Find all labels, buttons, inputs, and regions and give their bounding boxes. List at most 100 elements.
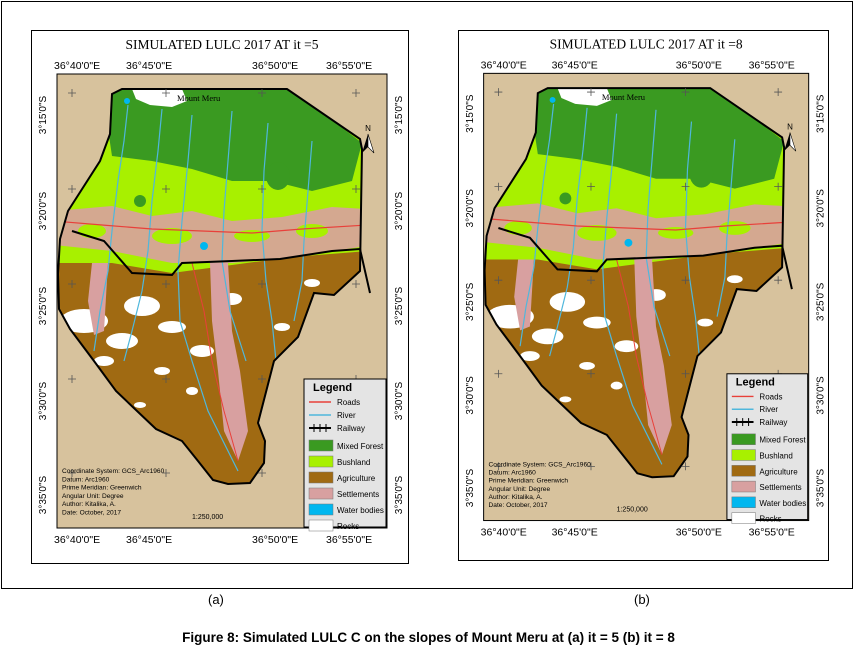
legend-title: Legend xyxy=(736,377,775,389)
graticule-cross xyxy=(258,89,266,97)
graticule-cross xyxy=(68,89,76,97)
settlements-strip xyxy=(634,259,672,455)
mixed-forest-patch xyxy=(689,160,714,188)
graticule-cross xyxy=(681,182,690,191)
graticule-cross xyxy=(68,185,76,193)
legend-swatch-box xyxy=(731,512,756,524)
rocks-patch xyxy=(520,351,540,361)
rocks-patch xyxy=(559,396,572,403)
lat-label-left: 3°30'0"S xyxy=(465,376,476,415)
graticule-cross xyxy=(587,369,595,378)
mixed-forest-patch xyxy=(266,162,290,190)
rocks-patch xyxy=(583,316,611,329)
legend-swatch-box xyxy=(308,503,334,516)
lon-label-bottom: 36°40'0"E xyxy=(481,526,527,538)
study-area-outline xyxy=(56,88,364,486)
sub-caption-a: (a) xyxy=(208,592,224,607)
railway-line xyxy=(71,230,371,294)
sub-caption-b: (b) xyxy=(634,592,650,607)
road-line xyxy=(484,217,785,231)
lat-label-left: 3°15'0"S xyxy=(465,94,476,133)
map-panel-a: SIMULATED LULC 2017 AT it =5 36°40'0"E 36°… xyxy=(31,30,409,564)
lon-label-bottom: 36°40'0"E xyxy=(54,534,100,546)
graticule-cross xyxy=(774,88,783,97)
map-info-line: Coordinate System: GCS_Arc1960 xyxy=(62,468,165,475)
graticule-cross xyxy=(258,185,266,193)
graticule-cross xyxy=(587,88,595,97)
graticule-cross xyxy=(68,280,76,288)
legend-swatch-box xyxy=(308,487,334,500)
river-line xyxy=(602,113,663,465)
lat-label-left: 3°20'0"S xyxy=(465,189,476,228)
graticule-cross xyxy=(774,276,783,285)
map-info-line: Datum: Arc1960 xyxy=(489,470,537,477)
river-line xyxy=(93,104,129,352)
graticule-cross xyxy=(774,182,783,191)
graticule-cross xyxy=(352,280,360,288)
bushland-patch xyxy=(577,225,617,241)
graticule-cross xyxy=(494,276,503,285)
legend-item-label: Bushland xyxy=(759,451,792,460)
map-title: SIMULATED LULC 2017 AT it =8 xyxy=(550,37,743,52)
lat-label-right: 3°25'0"S xyxy=(394,286,405,325)
river-line xyxy=(549,107,588,357)
legend-item-label: Roads xyxy=(337,398,360,407)
map-info-line: Angular Unit: Degree xyxy=(489,486,551,493)
map-info-line: Datum: Arc1960 xyxy=(62,476,110,483)
rocks-patch xyxy=(186,387,198,395)
lon-label-bottom: 36°55'0"E xyxy=(326,534,372,546)
river-line xyxy=(684,121,700,357)
graticule-cross xyxy=(681,88,690,97)
legend-item-label: Railway xyxy=(337,424,365,433)
rocks-patch xyxy=(154,367,170,375)
legend-item-label: Mixed Forest xyxy=(337,442,384,451)
study-area-outline xyxy=(483,87,786,479)
graticule-cross xyxy=(352,89,360,97)
river-line xyxy=(123,108,163,362)
legend-item-label: Rocks xyxy=(759,515,781,524)
settlements-zone xyxy=(58,206,362,263)
map-svg: SIMULATED LULC 2017 AT it =8 36°40'0"E 36°… xyxy=(465,37,827,539)
legend-swatch-box xyxy=(731,433,756,445)
water-body xyxy=(200,242,208,250)
legend-item-label: River xyxy=(337,411,356,420)
legend-item-label: Water bodies xyxy=(337,506,384,515)
rocks-patch xyxy=(124,296,160,316)
map-info-line: Date: October, 2017 xyxy=(489,502,548,509)
legend-item-label: Water bodies xyxy=(759,499,806,508)
map-scale: 1:250,000 xyxy=(192,514,223,521)
lat-label-right: 3°35'0"S xyxy=(394,475,405,514)
rocks-patch xyxy=(610,381,623,390)
graticule-cross xyxy=(162,469,170,477)
place-label-mount-meru: Mount Meru xyxy=(602,92,646,102)
lat-label-left: 3°20'0"S xyxy=(38,191,49,230)
legend-item-label: Railway xyxy=(759,418,787,427)
north-label: N xyxy=(365,124,371,133)
bushland-patch xyxy=(78,224,106,238)
graticule-cross xyxy=(587,276,595,285)
mixed-forest-zone xyxy=(102,89,362,191)
lon-label-top: 36°45'0"E xyxy=(552,59,598,71)
map-panel-b: SIMULATED LULC 2017 AT it =8 36°40'0"E 36°… xyxy=(458,30,829,561)
settlements-zone xyxy=(484,203,785,260)
legend-item-label: Mixed Forest xyxy=(759,436,806,445)
lon-label-top: 36°50'0"E xyxy=(676,59,722,71)
north-arrow-icon xyxy=(784,132,790,152)
map-info-line: Author: Kitalika, A. xyxy=(489,494,543,501)
lon-label-bottom: 36°55'0"E xyxy=(749,526,795,538)
river-line xyxy=(293,140,313,322)
map-info-line: Prime Meridian: Greenwich xyxy=(489,478,569,485)
lat-label-right: 3°20'0"S xyxy=(394,191,405,230)
railway-line xyxy=(498,227,793,290)
rocks-patch xyxy=(579,361,595,370)
mixed-forest-patch xyxy=(559,192,572,205)
map-info-line: Prime Meridian: Greenwich xyxy=(62,485,142,492)
graticule-cross xyxy=(258,469,266,477)
map-info-line: Date: October, 2017 xyxy=(62,510,121,517)
north-label: N xyxy=(787,123,793,132)
lat-label-right: 3°15'0"S xyxy=(394,95,405,134)
graticule-cross xyxy=(681,369,690,378)
river-line xyxy=(221,110,247,362)
graticule-cross xyxy=(494,182,503,191)
graticule-cross xyxy=(681,462,690,471)
